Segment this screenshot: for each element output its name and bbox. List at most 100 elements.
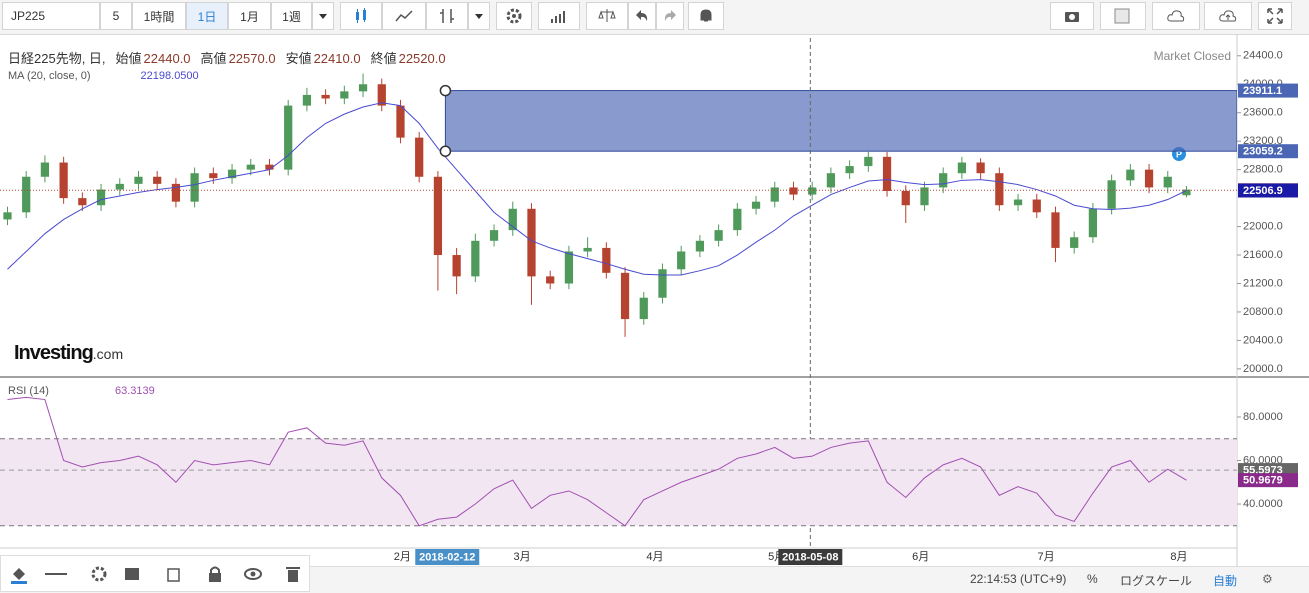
cloud-save-button[interactable]	[1204, 2, 1252, 30]
market-status: Market Closed	[1153, 49, 1231, 63]
candle-body	[1126, 169, 1135, 181]
balance-button[interactable]	[586, 2, 628, 30]
candle-body	[415, 137, 424, 177]
candle-body	[508, 208, 517, 231]
auto-toggle[interactable]: 自動	[1213, 574, 1238, 588]
ma-label: MA (20, close, 0)	[8, 70, 91, 82]
rsi-value: 63.3139	[114, 385, 155, 397]
candle-body	[22, 176, 31, 213]
candle-body	[340, 91, 349, 99]
date-marker-label: 2018-02-12	[419, 551, 475, 563]
candle-body	[714, 230, 723, 241]
candle-body	[882, 156, 892, 191]
visibility-tool[interactable]	[243, 564, 263, 584]
logo: Investing.com	[14, 342, 123, 365]
candle-body	[808, 187, 817, 195]
delete-tool[interactable]	[283, 564, 303, 584]
candle-body	[957, 162, 967, 174]
candle-body	[845, 166, 854, 174]
candle-body	[471, 240, 480, 277]
logo-suffix: .com	[92, 346, 124, 362]
dropdown-button[interactable]	[312, 2, 334, 30]
interval-button[interactable]: 1月	[228, 2, 271, 30]
candle-body	[1182, 189, 1191, 196]
chart: P 20000.0 20400.0 20800.0 21200.0 21600.0 220…	[0, 34, 1309, 566]
x-tick-label: 3月	[514, 551, 531, 563]
compare-button[interactable]	[538, 2, 580, 30]
percent-toggle[interactable]: %	[1087, 572, 1098, 586]
settings-tool[interactable]	[89, 564, 109, 584]
instrument-name: 日経225先物, 日,	[8, 51, 106, 66]
candle-body	[770, 187, 779, 202]
alert-button[interactable]	[688, 2, 724, 30]
candle-body	[377, 84, 386, 106]
x-tick-label: 4月	[646, 551, 663, 563]
lock-tool[interactable]	[205, 564, 225, 584]
candle-body	[976, 162, 985, 174]
line-style-button[interactable]	[382, 2, 426, 30]
ohlc-value: 22440.0	[143, 51, 191, 66]
ohlc-label: 高値	[200, 51, 227, 66]
ohlc: 始値 22440.0 高値 22570.0 安値 22410.0 終値 22520.0	[106, 51, 446, 66]
interval-button[interactable]: 5	[100, 2, 132, 30]
candle-body	[433, 176, 443, 256]
redo-button[interactable]	[656, 2, 684, 30]
candle-body	[40, 162, 50, 177]
interval-button[interactable]: 1週	[271, 2, 312, 30]
interval-button[interactable]: 1時間	[132, 2, 186, 30]
candle-body	[265, 164, 274, 170]
clock: 22:14:53 (UTC+9)	[970, 572, 1067, 586]
undo-button[interactable]	[628, 2, 656, 30]
cloud-load-button[interactable]	[1152, 2, 1200, 30]
candle-body	[452, 255, 461, 277]
layer-tool[interactable]	[123, 564, 143, 584]
candle-body	[733, 208, 742, 231]
axis-value-box	[1238, 183, 1298, 198]
candle-body	[789, 187, 798, 195]
candle-body	[358, 84, 368, 92]
settings-button[interactable]	[496, 2, 532, 30]
candle-body	[564, 251, 574, 284]
screenshot-button[interactable]	[1050, 2, 1094, 30]
rsi-label: RSI (14)	[8, 385, 49, 397]
indicator-button[interactable]	[426, 2, 468, 30]
fill-tool[interactable]	[9, 564, 29, 584]
ohlc-value: 22520.0	[398, 51, 446, 66]
interval-button[interactable]: 1日	[186, 2, 228, 30]
candle-body	[751, 201, 761, 209]
y-tick-label: 20000.0	[1243, 363, 1283, 375]
x-tick-label: 6月	[912, 551, 929, 563]
color-button[interactable]	[1100, 2, 1146, 30]
fullscreen-button[interactable]	[1258, 2, 1292, 30]
clone-tool[interactable]	[163, 564, 183, 584]
candle-body	[3, 212, 12, 220]
y-tick-label: 23200.0	[1243, 135, 1283, 147]
x-tick-label: 8月	[1170, 551, 1187, 563]
candle-body	[134, 176, 143, 184]
candle-body	[1032, 199, 1041, 213]
dropdown-button[interactable]	[468, 2, 490, 30]
candle-body	[1070, 237, 1079, 248]
y-tick-label: 21600.0	[1243, 249, 1283, 261]
candle-body	[658, 269, 667, 298]
date-marker-box	[778, 549, 843, 565]
candle-style-button[interactable]	[340, 2, 382, 30]
candle-body	[546, 276, 555, 284]
rsi-legend: RSI (14) 63.3139	[8, 385, 155, 397]
x-tick-label: 2月	[394, 551, 411, 563]
ma-line	[7, 102, 1187, 276]
y-tick-label: 20400.0	[1243, 334, 1283, 346]
instrument-legend: 日経225先物, 日, 始値 22440.0 高値 22570.0 安値 22410.0 終値…	[8, 48, 446, 67]
candle-body	[115, 183, 124, 190]
candle-body	[1163, 176, 1172, 188]
settings-icon[interactable]: ⚙	[1262, 572, 1273, 586]
line-tool[interactable]	[45, 564, 75, 584]
ma-value: 22198.0500	[140, 70, 199, 82]
position-icon-text: P	[1176, 149, 1182, 159]
symbol-input[interactable]: JP225	[2, 2, 100, 30]
candle-body	[1088, 208, 1098, 238]
log-toggle[interactable]: ログスケール	[1120, 574, 1193, 588]
candle-body	[153, 176, 162, 184]
y-tick-label: 23600.0	[1243, 107, 1283, 119]
